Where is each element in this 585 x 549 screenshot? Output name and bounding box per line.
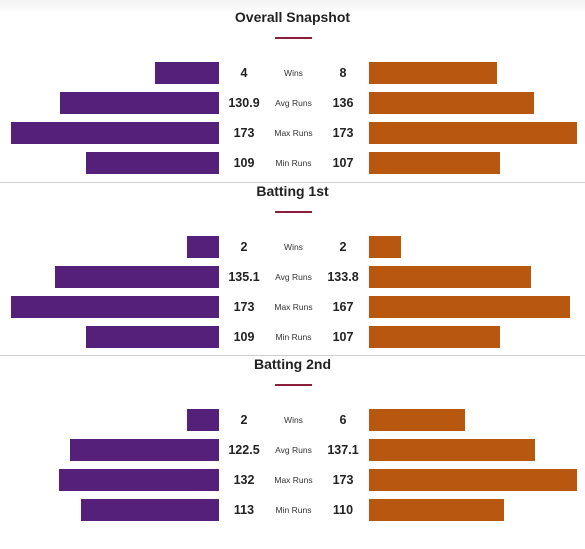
stat-row: 122.5 Avg Runs 137.1 [0, 439, 585, 461]
left-team-bar [55, 266, 219, 288]
right-value-label: 137.1 [327, 443, 359, 457]
metric-label: Min Runs [275, 505, 312, 515]
stat-row: 2 Wins 2 [0, 236, 585, 258]
left-team-bar [69, 439, 219, 461]
right-team-bar [369, 296, 570, 318]
section-divider [0, 182, 585, 183]
stat-row: 2 Wins 6 [0, 409, 585, 431]
left-value-label: 2 [240, 240, 248, 254]
right-team-bar [369, 92, 534, 114]
right-value-label: 8 [339, 66, 347, 80]
right-value-label: 110 [332, 503, 354, 517]
section-title: Overall Snapshot [234, 9, 351, 25]
metric-label: Wins [284, 415, 303, 425]
stat-row: 113 Min Runs 110 [0, 499, 585, 521]
right-value-label: 6 [339, 413, 347, 427]
stat-row: 135.1 Avg Runs 133.8 [0, 266, 585, 288]
left-team-bar [58, 469, 219, 491]
left-value-label: 130.9 [228, 96, 260, 110]
metric-label: Min Runs [275, 158, 312, 168]
stat-row: 132 Max Runs 173 [0, 469, 585, 491]
left-value-label: 2 [240, 413, 248, 427]
left-value-label: 173 [233, 300, 255, 314]
right-value-label: 107 [332, 330, 354, 344]
right-team-bar [369, 236, 401, 258]
metric-label: Max Runs [274, 128, 313, 138]
title-underline [275, 384, 312, 386]
right-team-bar [369, 499, 504, 521]
stat-row: 109 Min Runs 107 [0, 326, 585, 348]
right-value-label: 167 [332, 300, 354, 314]
left-value-label: 122.5 [228, 443, 260, 457]
left-team-bar [187, 409, 219, 431]
metric-label: Avg Runs [275, 272, 312, 282]
left-value-label: 135.1 [228, 270, 260, 284]
metric-label: Avg Runs [275, 445, 312, 455]
left-value-label: 4 [240, 66, 248, 80]
left-value-label: 113 [233, 503, 255, 517]
right-team-bar [369, 62, 497, 84]
stat-row: 109 Min Runs 107 [0, 152, 585, 174]
metric-label: Wins [284, 242, 303, 252]
right-team-bar [369, 122, 577, 144]
left-team-bar [81, 499, 219, 521]
left-value-label: 109 [233, 156, 255, 170]
left-team-bar [187, 236, 219, 258]
title-underline [275, 37, 312, 39]
stat-row: 173 Max Runs 167 [0, 296, 585, 318]
metric-label: Max Runs [274, 475, 313, 485]
left-value-label: 109 [233, 330, 255, 344]
right-value-label: 173 [332, 473, 354, 487]
section-title: Batting 1st [256, 183, 329, 199]
left-team-bar [85, 326, 219, 348]
top-shadow [0, 0, 585, 14]
left-value-label: 173 [233, 126, 255, 140]
left-team-bar [11, 296, 219, 318]
right-team-bar [369, 409, 465, 431]
metric-label: Min Runs [275, 332, 312, 342]
section-title: Batting 2nd [254, 356, 331, 372]
right-team-bar [369, 266, 532, 288]
right-value-label: 173 [332, 126, 354, 140]
stat-row: 4 Wins 8 [0, 62, 585, 84]
stat-row: 130.9 Avg Runs 136 [0, 92, 585, 114]
left-value-label: 132 [233, 473, 255, 487]
right-value-label: 133.8 [327, 270, 359, 284]
stat-row: 173 Max Runs 173 [0, 122, 585, 144]
right-value-label: 2 [339, 240, 347, 254]
right-value-label: 107 [332, 156, 354, 170]
left-team-bar [60, 92, 219, 114]
title-underline [275, 211, 312, 213]
left-team-bar [85, 152, 219, 174]
section-divider [0, 355, 585, 356]
right-team-bar [369, 326, 500, 348]
left-team-bar [11, 122, 219, 144]
left-team-bar [155, 62, 219, 84]
right-team-bar [369, 439, 536, 461]
right-value-label: 136 [332, 96, 354, 110]
metric-label: Avg Runs [275, 98, 312, 108]
right-team-bar [369, 152, 500, 174]
right-team-bar [369, 469, 577, 491]
metric-label: Wins [284, 68, 303, 78]
metric-label: Max Runs [274, 302, 313, 312]
